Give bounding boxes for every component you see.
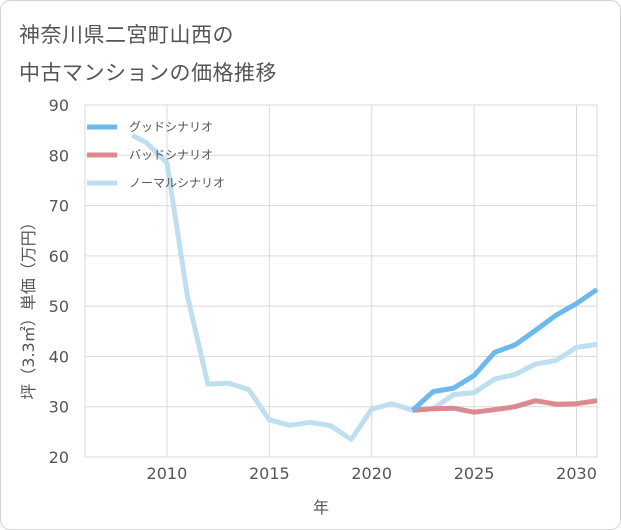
legend-item-good: グッドシナリオ: [87, 120, 213, 134]
legend-label: バッドシナリオ: [129, 148, 213, 162]
grid-lines: [84, 104, 598, 458]
y-tick-label: 30: [49, 398, 69, 417]
chart-title-line-2: 中古マンションの価格推移: [19, 61, 277, 85]
y-tick-label: 50: [49, 297, 69, 316]
x-axis-title: 年: [313, 498, 329, 517]
bad-scenario-line: [412, 398, 598, 415]
normal-scenario-line: [130, 132, 598, 442]
y-tick-label: 40: [49, 347, 69, 366]
x-tick-label: 2025: [454, 464, 495, 483]
chart-title-line-1: 神奈川県二宮町山西の: [19, 23, 234, 47]
legend-item-bad: バッドシナリオ: [87, 148, 213, 162]
y-axis-title: 坪（3.3㎡）単価（万円）: [19, 214, 38, 399]
series-lines: [130, 132, 599, 442]
good-scenario-line: [411, 287, 599, 413]
y-tick-label: 60: [49, 247, 69, 266]
y-axis-ticks: 20 30 40 50 60 70 80 90: [49, 96, 69, 467]
x-tick-label: 2020: [351, 464, 392, 483]
x-tick-label: 2030: [556, 464, 597, 483]
legend-label: ノーマルシナリオ: [129, 176, 225, 190]
legend-label: グッドシナリオ: [129, 120, 213, 134]
y-tick-label: 70: [49, 197, 69, 216]
y-tick-label: 80: [49, 146, 69, 165]
legend-item-normal: ノーマルシナリオ: [87, 176, 225, 190]
y-tick-label: 90: [49, 96, 69, 115]
x-axis-ticks: 2010 2015 2020 2025 2030: [147, 464, 597, 483]
y-tick-label: 20: [49, 448, 69, 467]
x-tick-label: 2015: [249, 464, 290, 483]
x-tick-label: 2010: [147, 464, 188, 483]
